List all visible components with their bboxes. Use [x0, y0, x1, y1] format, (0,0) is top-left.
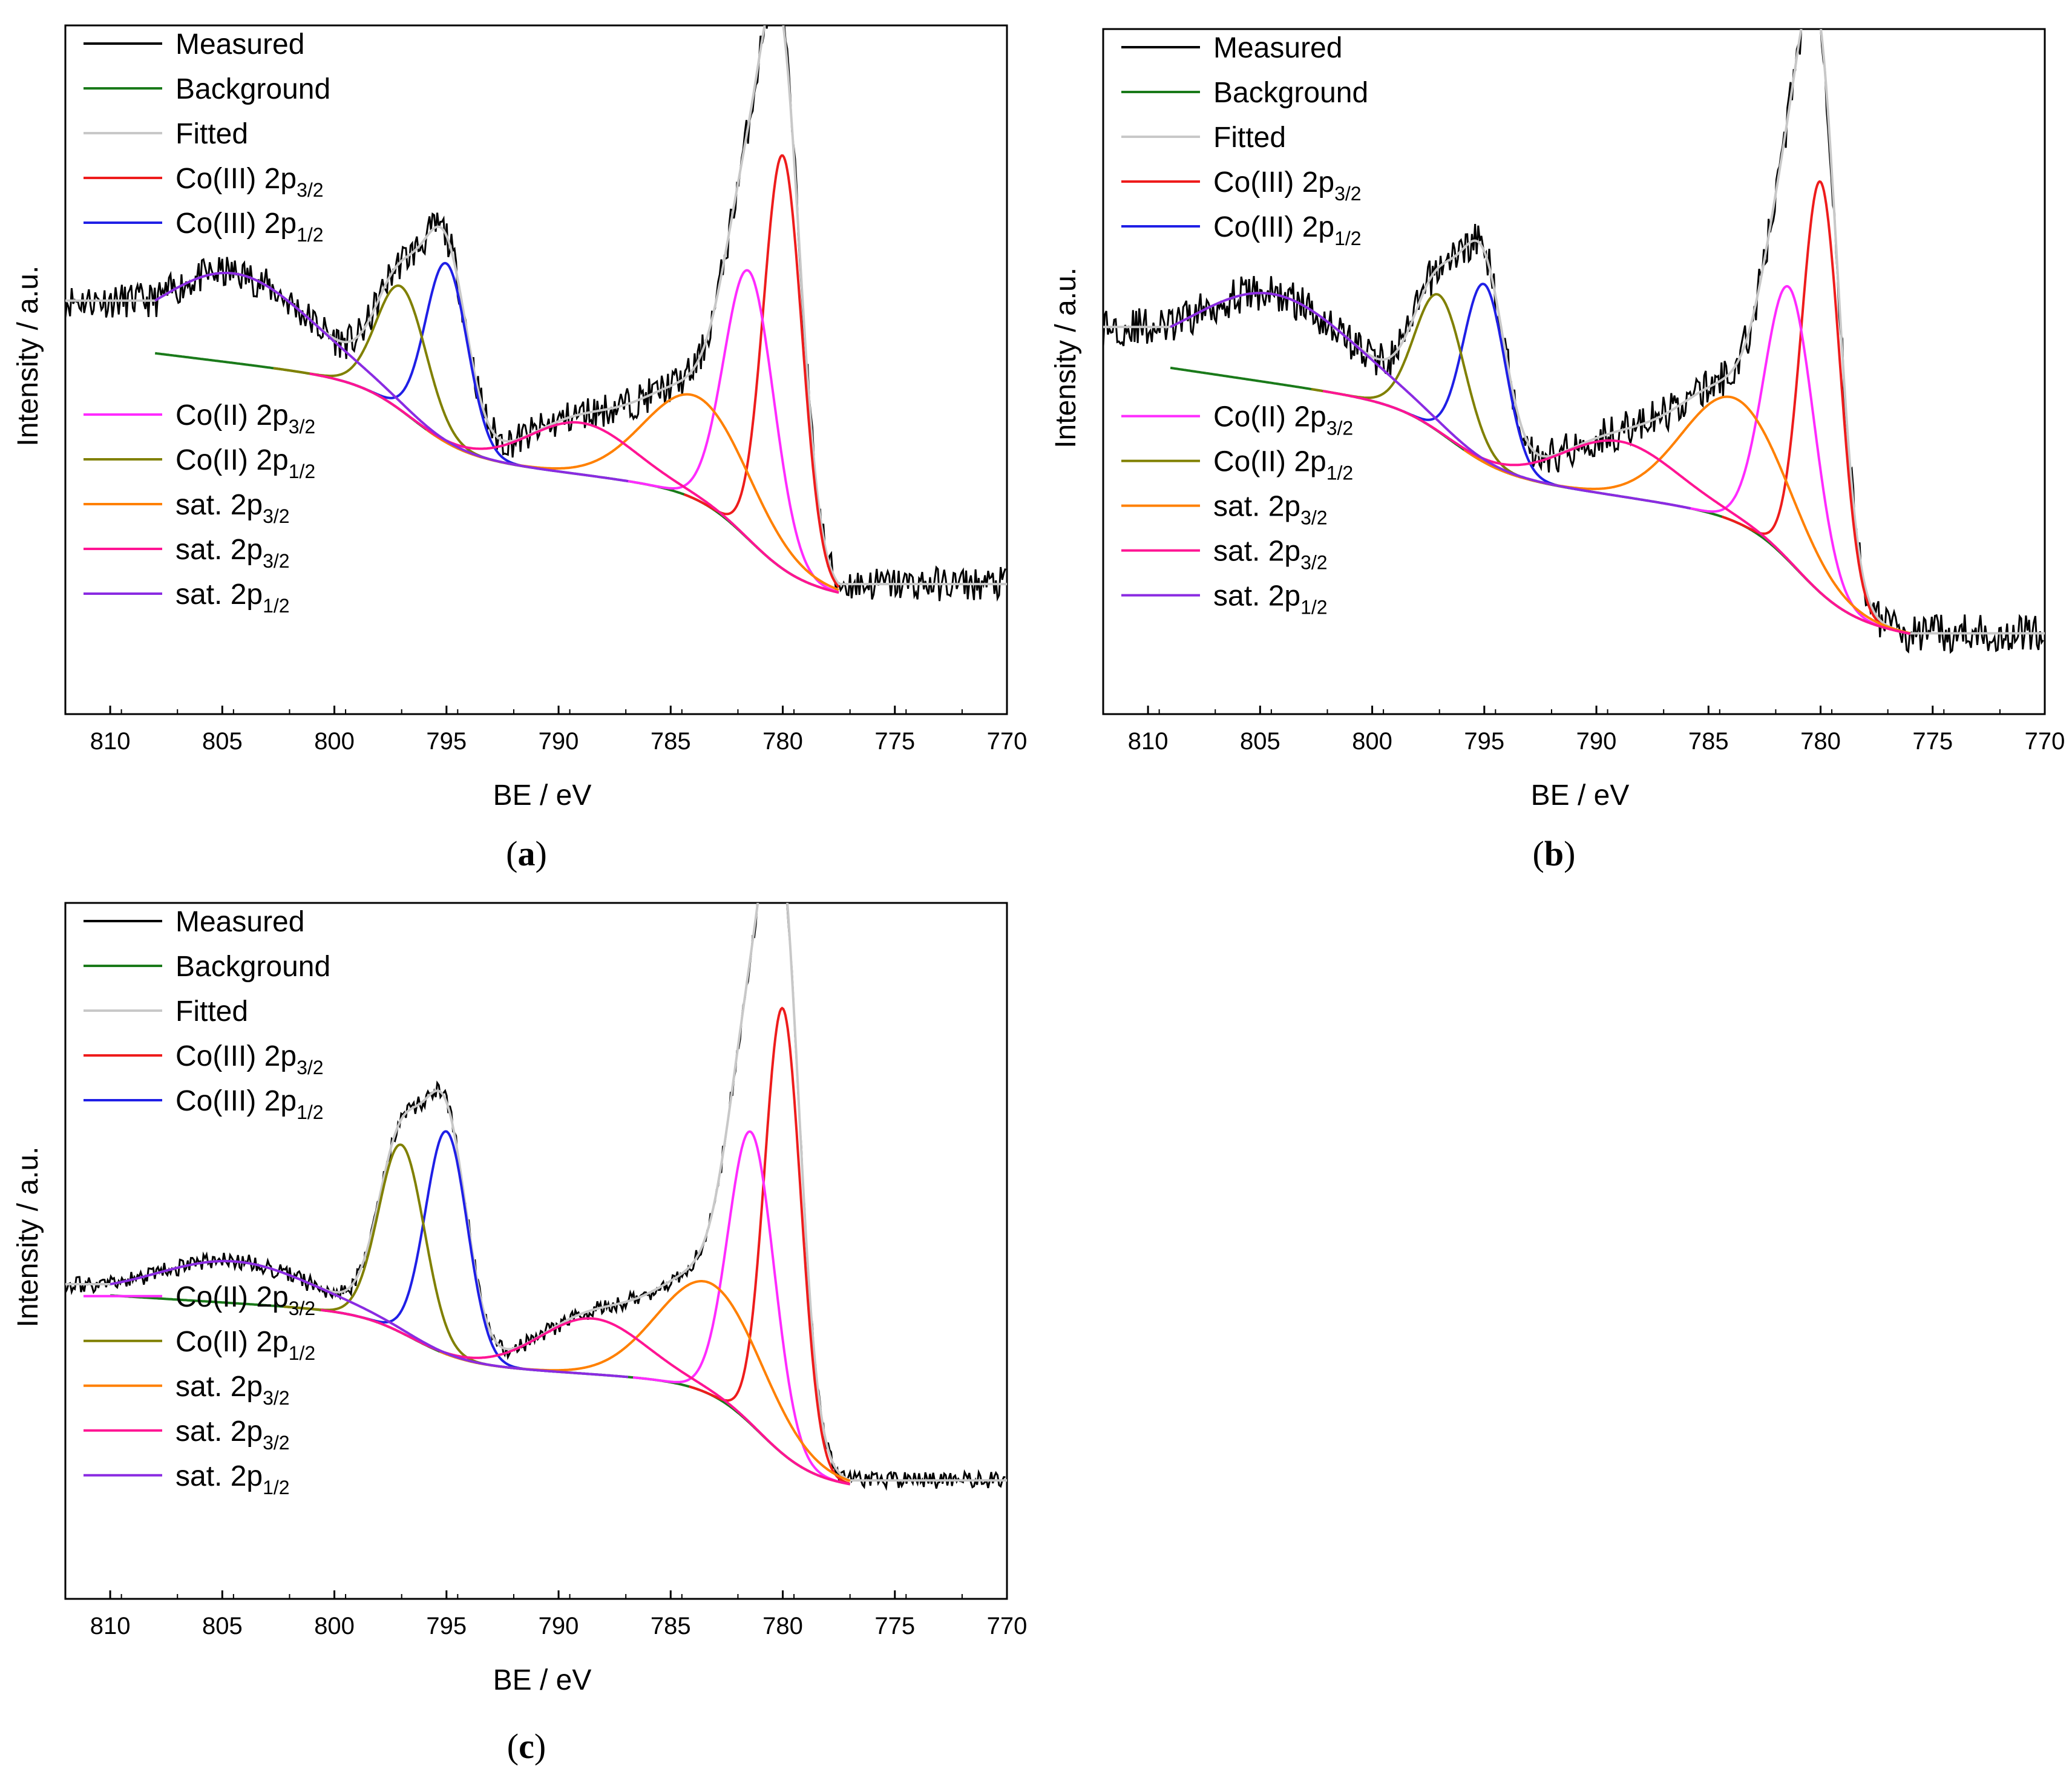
y-axis-label: Intensity / a.u. [1050, 267, 1082, 448]
x-tick-label: 790 [539, 1613, 579, 1639]
series-sat_b [309, 372, 839, 594]
legend-label-co2_2p12: Co(II) 2p1/2 [175, 1326, 315, 1364]
series-sat_c [110, 1259, 629, 1379]
series-sat_c [154, 272, 629, 483]
legend-label-co2_2p32: Co(II) 2p3/2 [175, 399, 315, 438]
series-measured [65, 25, 1006, 602]
legend-label-measured: Measured [1213, 32, 1342, 64]
series-co2_2p32 [632, 1130, 850, 1486]
legend-label-co3_2p32: Co(III) 2p3/2 [1213, 166, 1362, 205]
legend-label-sat_b: sat. 2p3/2 [1213, 536, 1328, 574]
x-tick-label: 810 [90, 1613, 131, 1639]
legend-label-co2_2p12: Co(II) 2p1/2 [1213, 446, 1353, 484]
legend-label-sat_a: sat. 2p3/2 [175, 489, 290, 527]
x-tick-label: 810 [90, 728, 131, 755]
chart-panel-3: 810 805 800 795 790 785 780 775 770 BE / eV Intens… [12, 902, 1028, 1766]
chart-panel-1: 810 805 800 795 790 785 780 775 770 BE / eV Intens… [12, 24, 1028, 873]
series-co2_2p32 [1661, 284, 1910, 635]
x-tick-label: 800 [1352, 728, 1392, 755]
legend-label-co3_2p12: Co(III) 2p1/2 [175, 208, 324, 246]
x-tick-label: 785 [651, 728, 691, 755]
legend: Measured Background Fitted Co(III) 2p3/2 Co(… [84, 906, 330, 1498]
x-tick-label: 790 [1576, 728, 1617, 755]
x-tick-label: 805 [1240, 728, 1280, 755]
x-tick-label: 780 [1800, 728, 1841, 755]
x-tick-label: 770 [2025, 728, 2065, 755]
x-tick-label: 780 [762, 728, 803, 755]
series-co3_2p12 [338, 1130, 555, 1373]
series-co3_2p32 [689, 1006, 850, 1485]
legend-label-sat_c: sat. 2p1/2 [175, 579, 290, 617]
x-tick-label: 805 [202, 1613, 243, 1639]
legend-label-measured: Measured [175, 28, 304, 61]
x-tick-label: 810 [1128, 728, 1169, 755]
x-tick-label: 780 [762, 1613, 803, 1639]
x-tick-label: 795 [426, 1613, 467, 1639]
legend-label-fitted: Fitted [175, 118, 248, 150]
legend-label-fitted: Fitted [175, 996, 248, 1028]
plot-frame [1102, 28, 2046, 715]
legend-label-sat_b: sat. 2p3/2 [175, 534, 290, 572]
plot-frame [64, 902, 1008, 1600]
legend-label-sat_a: sat. 2p3/2 [175, 1371, 290, 1409]
legend-label-measured: Measured [175, 906, 304, 938]
x-tick-label: 800 [314, 728, 355, 755]
legend-label-background: Background [1213, 77, 1368, 109]
series-co2_2p12 [283, 1143, 520, 1370]
x-tick-label: 770 [987, 728, 1028, 755]
x-tick-label: 775 [874, 1613, 915, 1639]
series-sat_a [1463, 395, 1911, 635]
series-sat_b [321, 1308, 851, 1486]
x-tick-label: 785 [1688, 728, 1729, 755]
series-co2_2p32 [620, 269, 839, 594]
legend-label-background: Background [175, 73, 330, 105]
series-co3_2p32 [683, 154, 840, 588]
legend: Measured Background Fitted Co(III) 2p3/2 Co(… [1121, 32, 1368, 618]
plot-frame [64, 24, 1008, 715]
series-sat_b [1322, 390, 1911, 635]
legend-label-co3_2p12: Co(III) 2p1/2 [1213, 211, 1362, 249]
x-tick-label: 775 [874, 728, 915, 755]
legend-label-sat_c: sat. 2p1/2 [1213, 580, 1328, 618]
x-axis-label: BE / eV [1531, 779, 1630, 812]
panel-label: (a) [506, 834, 547, 873]
x-tick-label: 775 [1912, 728, 1953, 755]
legend-label-co2_2p12: Co(II) 2p1/2 [175, 444, 315, 482]
x-tick-label: 805 [202, 728, 243, 755]
y-axis-label: Intensity / a.u. [12, 1147, 44, 1328]
x-tick-label: 790 [539, 728, 579, 755]
legend-label-sat_c: sat. 2p1/2 [175, 1460, 290, 1498]
legend-label-sat_b: sat. 2p3/2 [175, 1416, 290, 1454]
legend-label-co2_2p32: Co(II) 2p3/2 [175, 1281, 315, 1319]
legend-label-sat_a: sat. 2p3/2 [1213, 491, 1328, 529]
legend-label-co2_2p32: Co(II) 2p3/2 [1213, 401, 1353, 439]
x-tick-label: 795 [1464, 728, 1504, 755]
legend-label-co3_2p32: Co(III) 2p3/2 [175, 1040, 324, 1078]
chart-panel-2: 810 805 800 795 790 785 780 775 770 BE / eV Intens… [1050, 28, 2065, 873]
x-tick-label: 770 [987, 1613, 1028, 1639]
panel-label: (c) [507, 1727, 546, 1766]
series-co3_2p32 [1721, 180, 1911, 635]
panel-label: (b) [1533, 834, 1576, 873]
y-axis-label: Intensity / a.u. [12, 266, 44, 447]
legend-label-co3_2p32: Co(III) 2p3/2 [175, 163, 324, 201]
legend-label-co3_2p12: Co(III) 2p1/2 [175, 1085, 324, 1123]
legend-label-background: Background [175, 951, 330, 983]
x-tick-label: 795 [426, 728, 467, 755]
x-tick-label: 785 [651, 1613, 691, 1639]
x-tick-label: 800 [314, 1613, 355, 1639]
x-axis-label: BE / eV [493, 1664, 592, 1696]
legend: Measured Background Fitted Co(III) 2p3/2 Co(… [84, 28, 330, 617]
legend-label-fitted: Fitted [1213, 122, 1286, 154]
series-sat_c [1170, 292, 1691, 510]
x-axis-label: BE / eV [493, 779, 592, 812]
